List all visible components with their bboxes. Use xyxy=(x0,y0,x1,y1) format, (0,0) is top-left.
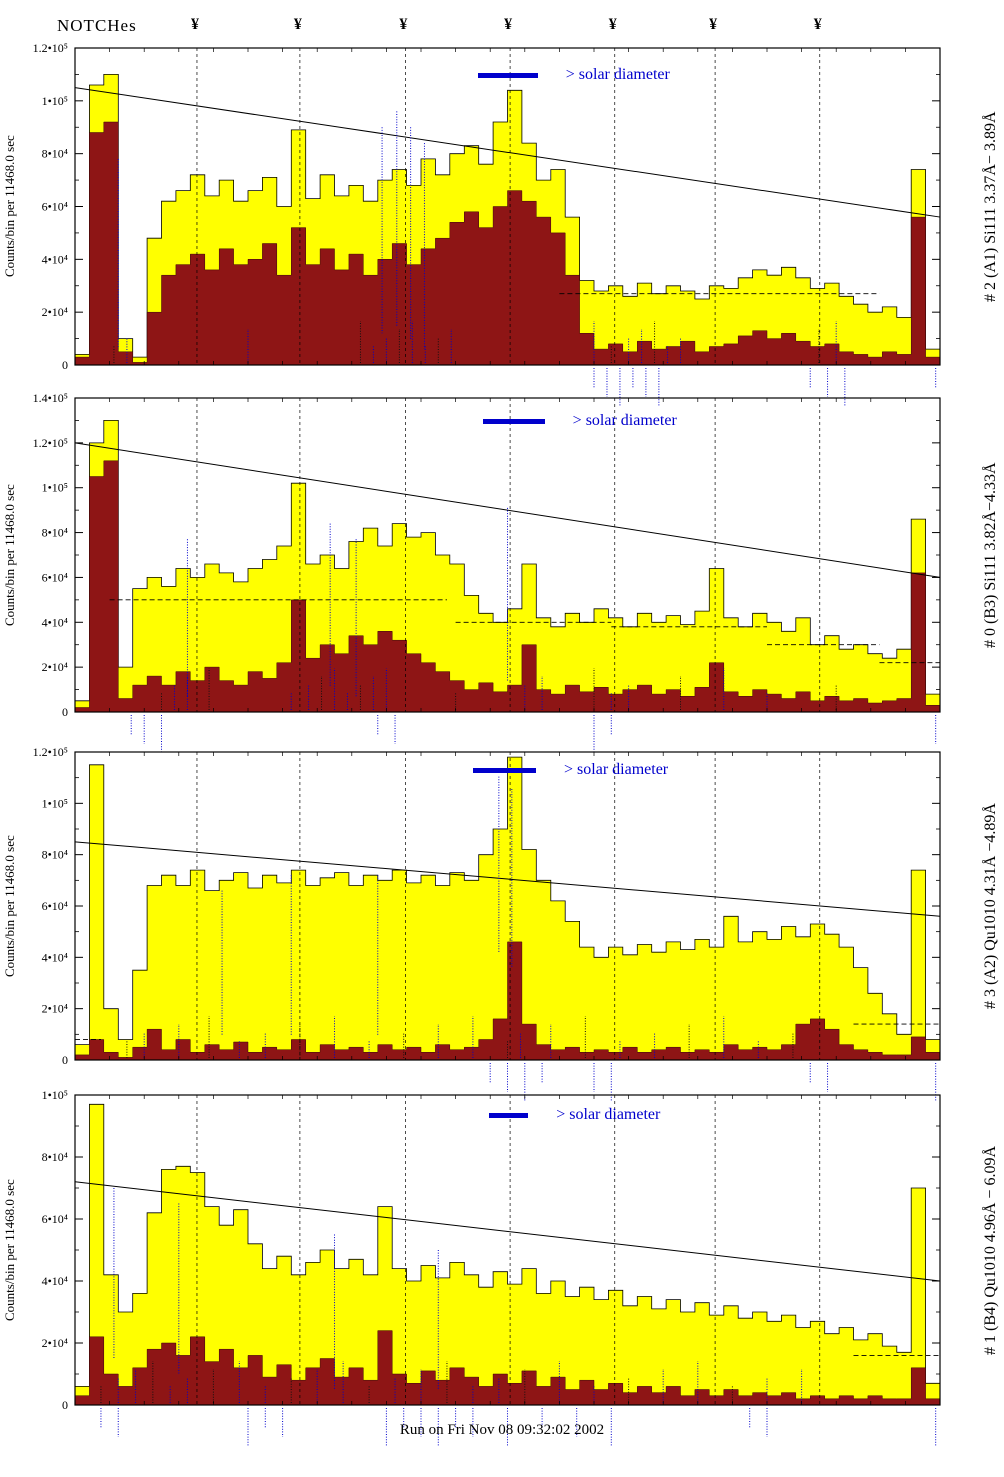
panel-si111-a1: 0 2•10⁴ 4•10⁴ 6•10⁴ 8•10⁴ 1•10⁵ 1.2•10⁵ Counts… xyxy=(0,41,1004,406)
maroon-histogram xyxy=(74,121,941,366)
solar-diameter-bar xyxy=(489,1112,529,1118)
solar-diameter-label: > solar diameter xyxy=(572,412,677,429)
channel-label: # 0 (B3) Si111 3.82Å−4.33Å xyxy=(982,462,999,648)
y-tick-label: 1•10⁵ xyxy=(42,796,68,810)
y-tick-label: 2•10⁴ xyxy=(42,305,68,319)
y-tick-label: 2•10⁴ xyxy=(42,1002,68,1016)
notch-marker: ¥ xyxy=(190,16,199,33)
y-tick-label: 1.2•10⁵ xyxy=(33,41,68,55)
solar-diameter-annotation: > solar diameter xyxy=(478,66,670,84)
channel-label: # 3 (A2) Qu1010 4.31Å −4.89Å xyxy=(982,803,999,1009)
y-tick-label: 0 xyxy=(62,1398,68,1412)
notch-marker: ¥ xyxy=(608,16,617,33)
y-tick-label: 0 xyxy=(62,358,68,372)
y-tick-label: 2•10⁴ xyxy=(42,1336,68,1350)
solar-diameter-bar xyxy=(483,418,545,424)
notch-marker: ¥ xyxy=(293,16,302,33)
panel-qu1010-b4: 0 2•10⁴ 4•10⁴ 6•10⁴ 8•10⁴ 1•10⁵ Counts/bin pe… xyxy=(0,1088,1004,1446)
histogram-plot: 0 2•10⁴ 4•10⁴ 6•10⁴ 8•10⁴ 1•10⁵ 1.2•10⁵ 1.4•10⁵ xyxy=(33,391,941,753)
notch-marker: ¥ xyxy=(399,16,408,33)
maroon-histogram xyxy=(74,941,941,1061)
run-timestamp: Run on Fri Nov 08 09:32:02 2002 xyxy=(399,1422,605,1438)
y-tick-label: 1•10⁵ xyxy=(42,1088,68,1102)
trend-line xyxy=(74,87,941,218)
histogram-plot: 0 2•10⁴ 4•10⁴ 6•10⁴ 8•10⁴ 1•10⁵ 1.2•10⁵ xyxy=(33,41,941,406)
y-tick-label: 6•10⁴ xyxy=(42,1212,68,1226)
solar-diameter-bar xyxy=(472,767,537,773)
trend-line xyxy=(74,442,941,578)
notch-marker: ¥ xyxy=(709,16,718,33)
y-axis-title: Counts/bin per 11468.0 sec xyxy=(2,835,17,977)
channel-label: # 1 (B4) Qu1010 4.96Å − 6.09Å xyxy=(982,1145,999,1355)
y-tick-label: 4•10⁴ xyxy=(42,252,68,266)
y-tick-label: 4•10⁴ xyxy=(42,1274,68,1288)
y-tick-label: 1.2•10⁵ xyxy=(33,436,68,450)
yellow-histogram xyxy=(74,756,941,1061)
solar-diameter-annotation: > solar diameter xyxy=(483,412,677,430)
y-axis-title: Counts/bin per 11468.0 sec xyxy=(2,1179,17,1321)
solar-diameter-bar xyxy=(478,72,538,78)
panel-qu1010-a2: 0 2•10⁴ 4•10⁴ 6•10⁴ 8•10⁴ 1•10⁵ 1.2•10⁵ Counts… xyxy=(0,745,1004,1101)
plot-area: 0 2•10⁴ 4•10⁴ 6•10⁴ 8•10⁴ 1•10⁵ 1.2•10⁵ xyxy=(33,745,941,1101)
histogram-plot: 0 2•10⁴ 4•10⁴ 6•10⁴ 8•10⁴ 1•10⁵ 1.2•10⁵ xyxy=(33,745,941,1101)
channel-label: # 2 (A1) Si111 3.37Å− 3.89Å xyxy=(982,111,999,302)
y-axis-title: Counts/bin per 11468.0 sec xyxy=(2,135,17,278)
y-tick-label: 4•10⁴ xyxy=(42,950,68,964)
maroon-histogram xyxy=(74,460,941,713)
panel-si111-b3: 0 2•10⁴ 4•10⁴ 6•10⁴ 8•10⁴ 1•10⁵ 1.2•10⁵ 1.4•10⁵… xyxy=(0,391,1004,753)
notch-marker: ¥ xyxy=(813,16,822,33)
y-tick-label: 4•10⁴ xyxy=(42,615,68,629)
solar-diameter-label: > solar diameter xyxy=(556,1106,661,1123)
solar-diameter-annotation: > solar diameter xyxy=(489,1106,660,1124)
y-tick-label: 8•10⁴ xyxy=(42,526,68,540)
trend-line xyxy=(74,841,941,917)
y-tick-label: 6•10⁴ xyxy=(42,570,68,584)
notches-title: NOTCHes xyxy=(57,16,137,35)
histogram-plot: 0 2•10⁴ 4•10⁴ 6•10⁴ 8•10⁴ 1•10⁵ xyxy=(42,1088,941,1446)
y-tick-label: 1.2•10⁵ xyxy=(33,745,68,759)
y-tick-label: 1.4•10⁵ xyxy=(33,391,68,405)
solar-diameter-label: > solar diameter xyxy=(565,66,670,83)
y-tick-label: 8•10⁴ xyxy=(42,1150,68,1164)
y-tick-label: 6•10⁴ xyxy=(42,899,68,913)
y-tick-label: 1•10⁵ xyxy=(42,94,68,108)
y-tick-label: 8•10⁴ xyxy=(42,147,68,161)
y-tick-label: 1•10⁵ xyxy=(42,481,68,495)
solar-diameter-annotation: > solar diameter xyxy=(472,761,669,779)
y-tick-label: 0 xyxy=(62,705,68,719)
y-tick-label: 2•10⁴ xyxy=(42,660,68,674)
trend-line xyxy=(74,1181,941,1282)
y-axis-title: Counts/bin per 11468.0 sec xyxy=(2,484,17,626)
plot-area: 0 2•10⁴ 4•10⁴ 6•10⁴ 8•10⁴ 1•10⁵ xyxy=(42,1088,941,1446)
y-tick-label: 8•10⁴ xyxy=(42,848,68,862)
solar-diameter-label: > solar diameter xyxy=(564,761,669,778)
plot-area: 0 2•10⁴ 4•10⁴ 6•10⁴ 8•10⁴ 1•10⁵ 1.2•10⁵ 1.4•10⁵ xyxy=(33,391,941,753)
notch-marker: ¥ xyxy=(504,16,513,33)
yellow-histogram xyxy=(74,1103,941,1406)
plot-area: 0 2•10⁴ 4•10⁴ 6•10⁴ 8•10⁴ 1•10⁵ 1.2•10⁵ xyxy=(33,41,941,406)
y-tick-label: 6•10⁴ xyxy=(42,200,68,214)
y-tick-label: 0 xyxy=(62,1053,68,1067)
